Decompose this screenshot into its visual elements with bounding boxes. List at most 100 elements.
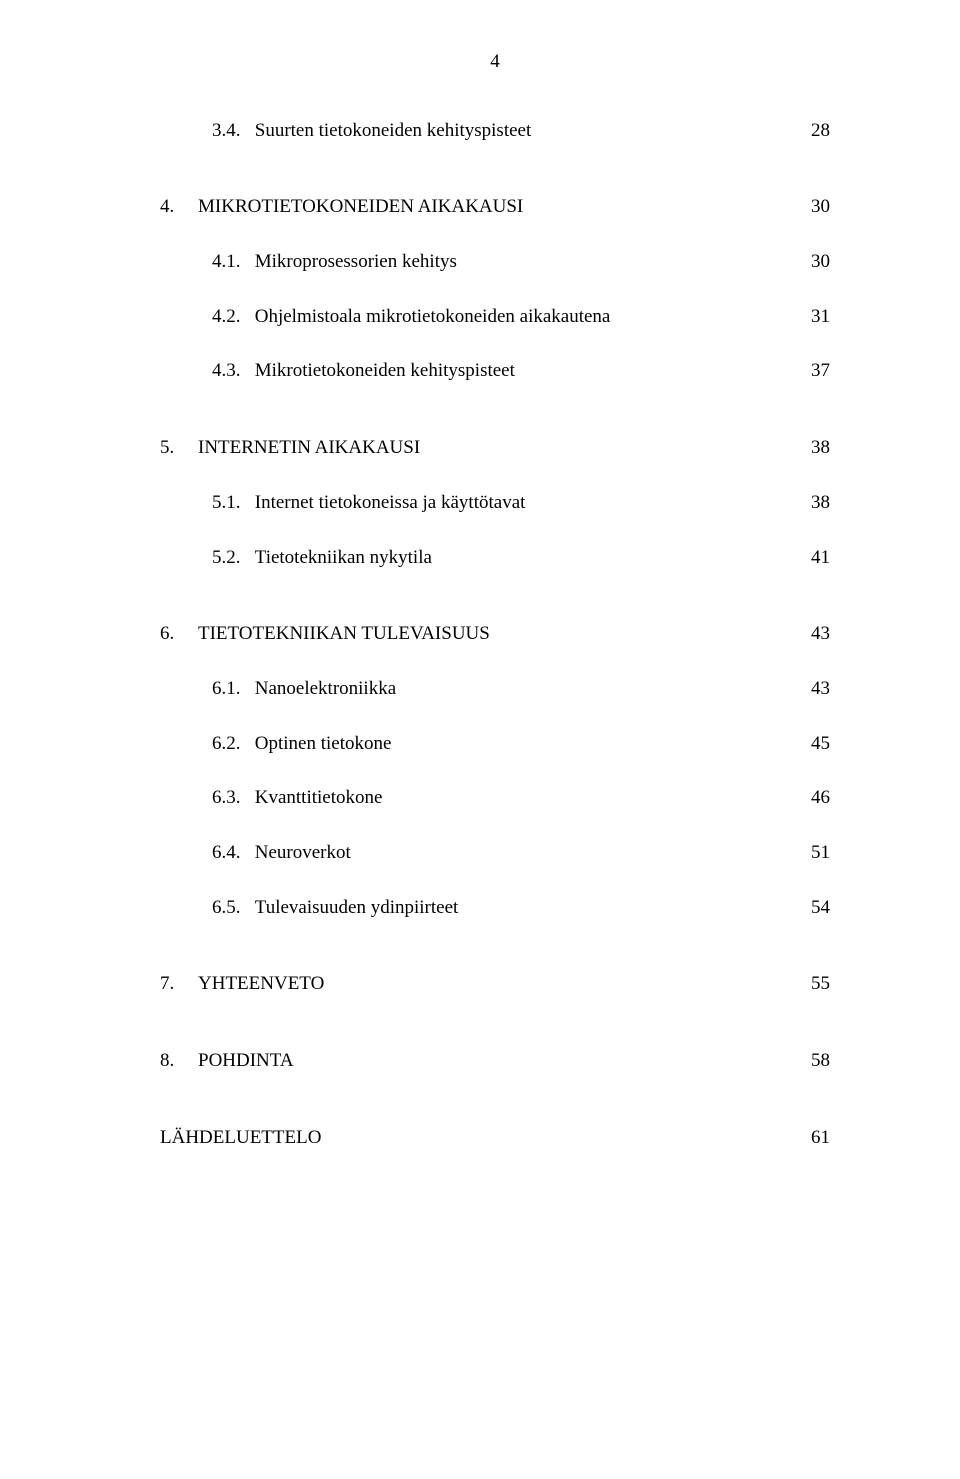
toc-main-label: 7. YHTEENVETO — [160, 972, 790, 997]
toc-entry-page: 28 — [790, 119, 830, 144]
toc-entry-title: YHTEENVETO — [198, 973, 324, 994]
toc-entry-spacer — [174, 437, 198, 458]
toc-entry-page: 41 — [790, 546, 830, 571]
toc-sub-label: 6.4. Neuroverkot — [160, 841, 790, 866]
toc-main-label: 8. POHDINTA — [160, 1049, 790, 1074]
toc-row: 6.5. Tulevaisuuden ydinpiirteet54 — [160, 896, 830, 921]
toc-row: 4. MIKROTIETOKONEIDEN AIKAKAUSI30 — [160, 195, 830, 220]
toc-entry-spacer — [241, 492, 255, 513]
toc-sub-label: 5.2. Tietotekniikan nykytila — [160, 546, 790, 571]
toc-entry-title: INTERNETIN AIKAKAUSI — [198, 437, 420, 458]
toc-row: 6.4. Neuroverkot51 — [160, 841, 830, 866]
toc-entry-page: 54 — [790, 896, 830, 921]
toc-entry-page: 43 — [790, 677, 830, 702]
toc-entry-number: 4.2. — [212, 306, 241, 327]
toc-entry-page: 37 — [790, 359, 830, 384]
table-of-contents: 3.4. Suurten tietokoneiden kehityspistee… — [160, 119, 830, 1151]
toc-main-label: 6. TIETOTEKNIIKAN TULEVAISUUS — [160, 622, 790, 647]
toc-entry-number: 6.2. — [212, 733, 241, 754]
toc-row: 3.4. Suurten tietokoneiden kehityspistee… — [160, 119, 830, 144]
toc-entry-page: 45 — [790, 732, 830, 757]
toc-entry-page: 51 — [790, 841, 830, 866]
toc-row: 6. TIETOTEKNIIKAN TULEVAISUUS43 — [160, 622, 830, 647]
toc-entry-title: TIETOTEKNIIKAN TULEVAISUUS — [198, 623, 490, 644]
toc-entry-page: 30 — [790, 195, 830, 220]
toc-entry-page: 38 — [790, 436, 830, 461]
toc-entry-title: Neuroverkot — [255, 842, 351, 863]
toc-entry-title: Ohjelmistoala mikrotietokoneiden aikakau… — [255, 306, 611, 327]
toc-entry-number: 6.4. — [212, 842, 241, 863]
toc-entry-page: 58 — [790, 1049, 830, 1074]
toc-entry-title: Mikroprosessorien kehitys — [255, 251, 457, 272]
toc-sub-label: 5.1. Internet tietokoneissa ja käyttötav… — [160, 491, 790, 516]
toc-row: 5. INTERNETIN AIKAKAUSI38 — [160, 436, 830, 461]
toc-entry-spacer — [241, 842, 255, 863]
page: 4 3.4. Suurten tietokoneiden kehityspist… — [0, 0, 960, 1210]
toc-sub-label: 4.3. Mikrotietokoneiden kehityspisteet — [160, 359, 790, 384]
toc-entry-number: 6. — [160, 623, 174, 644]
toc-entry-spacer — [241, 306, 255, 327]
toc-entry-number: 8. — [160, 1050, 174, 1071]
toc-main-label: 5. INTERNETIN AIKAKAUSI — [160, 436, 790, 461]
toc-entry-number: 4. — [160, 196, 174, 217]
toc-main-label: 4. MIKROTIETOKONEIDEN AIKAKAUSI — [160, 195, 790, 220]
toc-row: LÄHDELUETTELO 61 — [160, 1126, 830, 1151]
toc-row: 5.1. Internet tietokoneissa ja käyttötav… — [160, 491, 830, 516]
toc-entry-number: 6.1. — [212, 678, 241, 699]
toc-entry-number: 4.3. — [212, 360, 241, 381]
toc-entry-title: Internet tietokoneissa ja käyttötavat — [255, 492, 526, 513]
toc-sub-label: 4.1. Mikroprosessorien kehitys — [160, 250, 790, 275]
toc-sub-label: 6.1. Nanoelektroniikka — [160, 677, 790, 702]
toc-row: 8. POHDINTA58 — [160, 1049, 830, 1074]
toc-entry-spacer — [174, 973, 198, 994]
page-number: 4 — [160, 50, 830, 75]
toc-entry-spacer — [174, 196, 198, 217]
toc-entry-title: LÄHDELUETTELO — [160, 1127, 321, 1148]
toc-sub-label: 6.5. Tulevaisuuden ydinpiirteet — [160, 896, 790, 921]
toc-entry-spacer — [241, 897, 255, 918]
toc-entry-spacer — [241, 733, 255, 754]
toc-entry-number: 6.5. — [212, 897, 241, 918]
toc-row: 7. YHTEENVETO55 — [160, 972, 830, 997]
toc-entry-spacer — [241, 120, 255, 141]
toc-row: 6.2. Optinen tietokone45 — [160, 732, 830, 757]
toc-entry-title: Suurten tietokoneiden kehityspisteet — [255, 120, 532, 141]
toc-entry-title: Optinen tietokone — [255, 733, 392, 754]
toc-row: 6.1. Nanoelektroniikka43 — [160, 677, 830, 702]
toc-entry-number: 7. — [160, 973, 174, 994]
toc-entry-page: 30 — [790, 250, 830, 275]
toc-main-label: LÄHDELUETTELO — [160, 1126, 790, 1151]
toc-sub-label: 6.2. Optinen tietokone — [160, 732, 790, 757]
toc-entry-number: 5.1. — [212, 492, 241, 513]
toc-entry-page: 43 — [790, 622, 830, 647]
toc-entry-title: MIKROTIETOKONEIDEN AIKAKAUSI — [198, 196, 523, 217]
toc-entry-number: 4.1. — [212, 251, 241, 272]
toc-entry-title: Nanoelektroniikka — [255, 678, 396, 699]
toc-entry-page: 38 — [790, 491, 830, 516]
toc-entry-page: 61 — [790, 1126, 830, 1151]
toc-row: 4.3. Mikrotietokoneiden kehityspisteet37 — [160, 359, 830, 384]
toc-entry-title: Tietotekniikan nykytila — [255, 547, 432, 568]
toc-entry-title: Mikrotietokoneiden kehityspisteet — [255, 360, 515, 381]
toc-entry-spacer — [241, 678, 255, 699]
toc-entry-page: 31 — [790, 305, 830, 330]
toc-row: 4.1. Mikroprosessorien kehitys30 — [160, 250, 830, 275]
toc-row: 5.2. Tietotekniikan nykytila41 — [160, 546, 830, 571]
toc-entry-number: 3.4. — [212, 120, 241, 141]
toc-entry-spacer — [241, 360, 255, 381]
toc-row: 4.2. Ohjelmistoala mikrotietokoneiden ai… — [160, 305, 830, 330]
toc-entry-spacer — [241, 787, 255, 808]
toc-entry-spacer — [241, 251, 255, 272]
toc-entry-page: 46 — [790, 786, 830, 811]
toc-entry-title: Kvanttitietokone — [255, 787, 383, 808]
toc-entry-number: 5.2. — [212, 547, 241, 568]
toc-sub-label: 6.3. Kvanttitietokone — [160, 786, 790, 811]
toc-entry-number: 6.3. — [212, 787, 241, 808]
toc-entry-title: Tulevaisuuden ydinpiirteet — [255, 897, 459, 918]
toc-entry-title: POHDINTA — [198, 1050, 294, 1071]
toc-sub-label: 3.4. Suurten tietokoneiden kehityspistee… — [160, 119, 790, 144]
toc-sub-label: 4.2. Ohjelmistoala mikrotietokoneiden ai… — [160, 305, 790, 330]
toc-entry-spacer — [174, 623, 198, 644]
toc-entry-number: 5. — [160, 437, 174, 458]
toc-entry-spacer — [241, 547, 255, 568]
